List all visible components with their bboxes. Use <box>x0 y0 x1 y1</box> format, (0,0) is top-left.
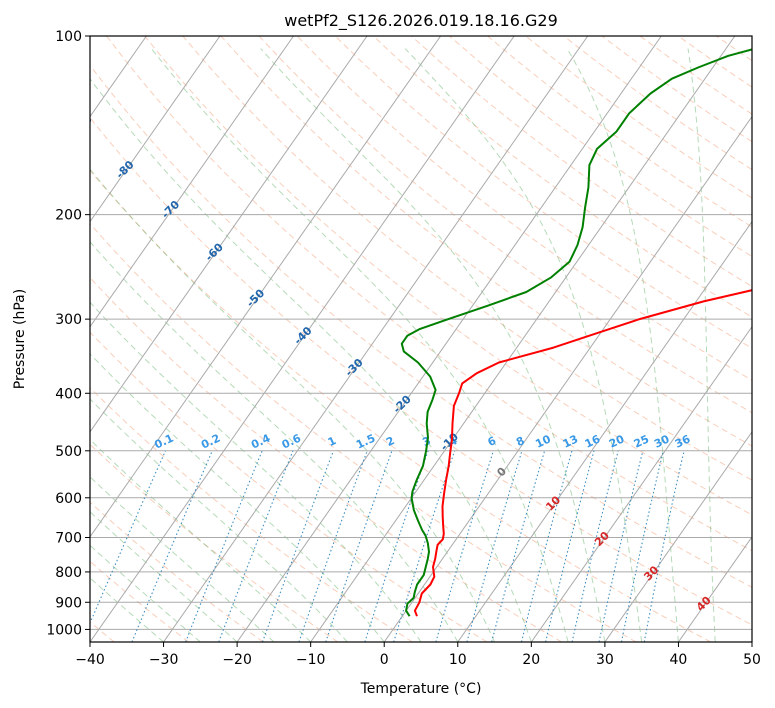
x-tick-label: −20 <box>222 652 252 668</box>
y-tick-label: 800 <box>55 565 82 581</box>
moist-adiabat <box>404 48 643 642</box>
dry-adiabat <box>90 276 562 642</box>
moist-adiabat <box>90 353 385 642</box>
dry-adiabat <box>90 222 637 642</box>
y-tick-label: 600 <box>55 491 82 507</box>
dry-adiabat <box>258 36 752 414</box>
dry-adiabat <box>296 36 752 381</box>
x-tick-label: 0 <box>380 652 389 668</box>
chart-title: wetPf2_S126.2026.019.18.16.G29 <box>284 11 558 31</box>
x-tick-label: 40 <box>669 652 687 668</box>
y-tick-label: 500 <box>55 444 82 460</box>
isotherm <box>163 36 589 642</box>
isotherm <box>678 536 752 642</box>
mixing-ratio-line <box>598 450 644 642</box>
dry-adiabat <box>90 169 712 642</box>
x-tick-label: −30 <box>149 652 179 668</box>
dry-adiabat <box>144 36 752 516</box>
moist-adiabat <box>687 48 716 642</box>
dry-adiabat <box>334 36 752 349</box>
moist-adiabat <box>90 301 422 642</box>
mixing-ratio-line <box>298 450 368 642</box>
x-tick-label: 20 <box>522 652 540 668</box>
mixing-ratio-line <box>90 450 167 625</box>
moist-adiabat <box>90 476 275 642</box>
y-tick-label: 1000 <box>46 622 82 638</box>
isotherm <box>457 220 752 642</box>
plot-area <box>90 36 752 642</box>
y-tick-label: 700 <box>55 531 82 547</box>
mixing-ratio-label: 20 <box>607 432 627 450</box>
isotherm <box>90 36 294 328</box>
isotherm <box>530 325 752 642</box>
profile-series <box>400 48 752 617</box>
y-tick-label: 300 <box>55 312 82 328</box>
isotherm <box>90 36 515 642</box>
mixing-ratio-label: 30 <box>652 432 672 450</box>
mixing-ratio-line <box>520 450 573 642</box>
isotherm <box>604 430 752 642</box>
isotherm <box>310 36 736 642</box>
moist-adiabat <box>260 48 606 642</box>
mixing-ratio-line <box>435 450 494 642</box>
mixing-ratio-label: 16 <box>583 432 603 450</box>
mixing-ratio-line <box>218 450 294 642</box>
mixing-ratio-line <box>491 450 546 642</box>
isotherm <box>0 36 73 642</box>
isotherm <box>383 115 752 642</box>
y-tick-label: 400 <box>55 386 82 402</box>
dry-adiabat <box>90 64 752 588</box>
mixing-ratio-line <box>545 450 595 642</box>
dry-adiabat <box>90 331 488 642</box>
moist-adiabat <box>90 168 496 642</box>
mixing-ratio-line <box>466 450 523 642</box>
isotherm <box>90 36 368 433</box>
dry-adiabat <box>90 501 264 642</box>
moist-adiabat <box>151 48 569 642</box>
y-tick-label: 900 <box>55 595 82 611</box>
mixing-ratio-label: 10 <box>533 432 553 450</box>
x-tick-label: −40 <box>75 652 105 668</box>
background-lines <box>0 36 775 642</box>
plot-frame <box>89 35 753 643</box>
moist-adiabat <box>90 511 238 642</box>
isotherm-label: -100 <box>23 70 52 99</box>
dry-adiabat <box>90 116 752 626</box>
moist-adiabat <box>90 544 201 642</box>
axis-ticks: −40 −30 −20 −10 0 10 20 30 40 50 100 200 300 400 500 60… <box>46 29 761 668</box>
isotherm <box>236 36 662 642</box>
y-tick-label: 100 <box>55 29 82 45</box>
dry-adiabat <box>754 36 775 642</box>
isotherm <box>90 36 442 538</box>
dewpoint-line <box>400 48 752 617</box>
moist-adiabat <box>90 77 532 642</box>
moist-adiabat <box>90 398 348 642</box>
moist-adiabat <box>90 577 164 642</box>
mixing-ratio-label: 25 <box>632 433 651 451</box>
x-tick-label: 50 <box>743 652 761 668</box>
isotherm <box>751 641 752 642</box>
mixing-ratio-line <box>185 450 263 642</box>
isotherm <box>90 36 221 223</box>
moist-adiabat <box>566 48 679 642</box>
mixing-ratio-label: 13 <box>561 433 580 451</box>
mixing-ratio-line <box>571 450 619 642</box>
mixing-ratio-line <box>364 450 429 642</box>
mixing-ratio-line <box>393 450 456 642</box>
mixing-ratio-line <box>325 450 393 642</box>
x-tick-label: 30 <box>596 652 614 668</box>
x-tick-label: 10 <box>449 652 467 668</box>
temperature-line <box>413 289 752 617</box>
moist-adiabat <box>90 241 459 642</box>
mixing-ratio-line <box>261 450 335 642</box>
x-tick-label: −10 <box>296 652 326 668</box>
y-axis-title: Pressure (hPa) <box>12 289 28 389</box>
mixing-ratio-line <box>131 450 213 642</box>
x-axis-title: Temperature (°C) <box>360 681 482 697</box>
mixing-ratio-label: 36 <box>673 432 693 450</box>
y-tick-label: 200 <box>55 208 82 224</box>
